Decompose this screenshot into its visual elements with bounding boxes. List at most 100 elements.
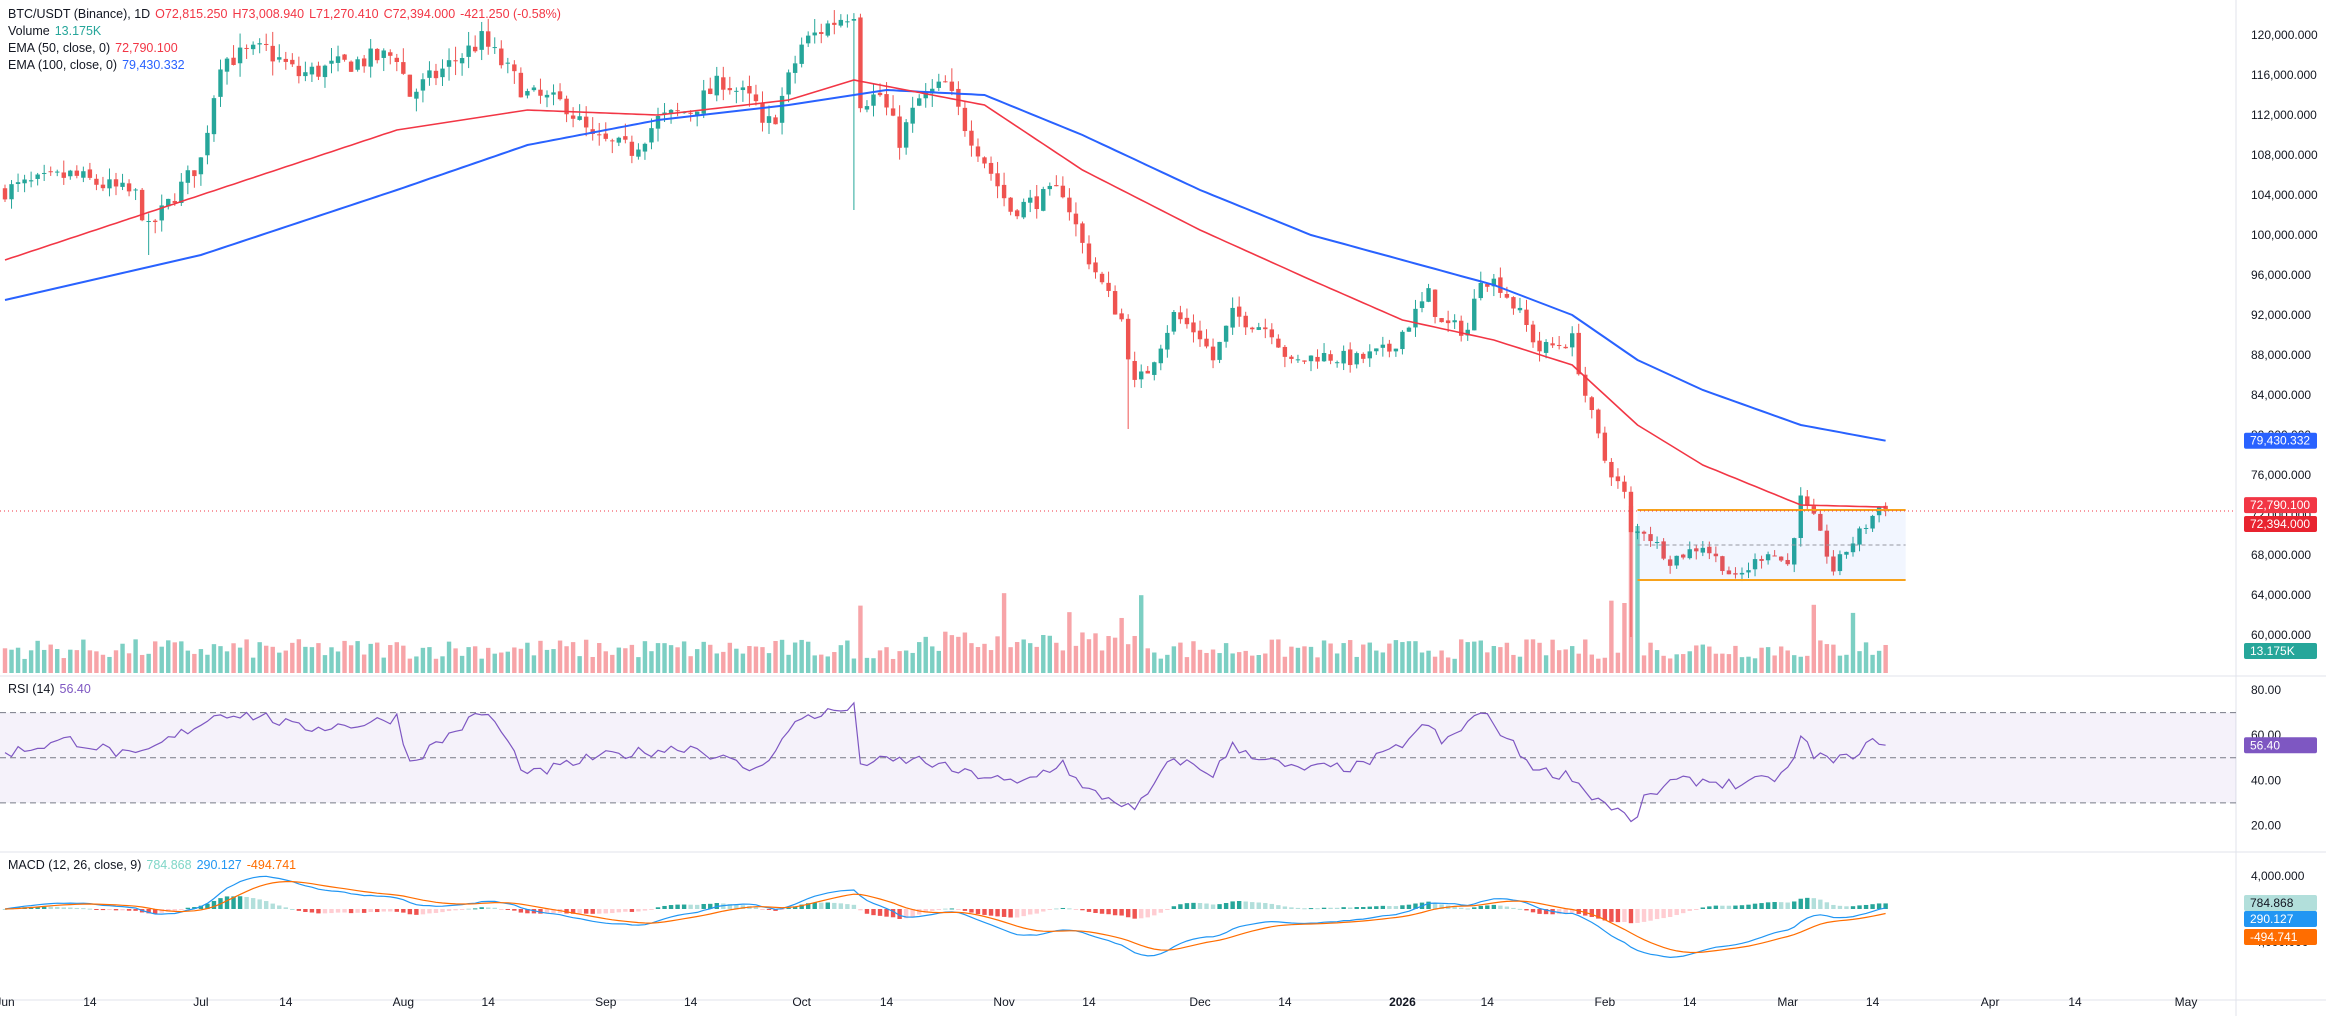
price-tick-label: 116,000.000 [2251, 68, 2317, 82]
volume-bar [1250, 655, 1255, 673]
candle-body [126, 183, 132, 192]
macd-histogram-bar [1086, 909, 1092, 912]
volume-bar [1635, 526, 1640, 673]
candle-body [1746, 570, 1751, 573]
candle-body [355, 59, 360, 70]
volume-bar [237, 647, 243, 673]
macd-legend[interactable]: MACD (12, 26, close, 9) 784.868 290.127 -49… [8, 857, 301, 873]
candle-body [1060, 185, 1066, 198]
candle-body [1511, 297, 1516, 309]
volume-bar [1661, 655, 1666, 673]
symbol-legend[interactable]: BTC/USDT (Binance), 1D O72,815.250 H73,008… [8, 6, 566, 22]
candle-body [1765, 554, 1771, 561]
candle-body [1217, 341, 1222, 360]
volume-bar [1354, 656, 1359, 673]
macd-histogram-bar [264, 901, 269, 909]
volume-bar [394, 642, 399, 673]
candle-body [1615, 476, 1621, 482]
candle-body [753, 94, 759, 102]
time-tick-label: 14 [684, 995, 698, 1009]
volume-bar [440, 656, 445, 673]
macd-histogram-bar [688, 904, 693, 909]
volume-bar [923, 636, 928, 673]
macd-histogram-bar [1230, 901, 1235, 909]
volume-bar [1334, 653, 1340, 673]
candle-body [1099, 273, 1105, 283]
volume-bar [786, 654, 791, 673]
candle-body [1596, 409, 1601, 434]
macd-histogram-bar [55, 906, 60, 909]
candle-body [930, 88, 935, 94]
macd-histogram-bar [995, 909, 1000, 917]
ema100-legend[interactable]: EMA (100, close, 0) 79,430.332 [8, 57, 190, 73]
macd-histogram-bar [1374, 906, 1379, 909]
candle-body [675, 110, 680, 112]
candle-body [303, 72, 308, 77]
volume-bar [1001, 593, 1007, 673]
candle-body [375, 48, 380, 61]
volume-bar [577, 656, 582, 673]
macd-histogram-bar [1733, 905, 1738, 909]
volume-bar [975, 647, 981, 673]
candle-body [492, 47, 497, 49]
volume-legend[interactable]: Volume 13.175K [8, 23, 106, 39]
macd-histogram-bar [1511, 907, 1516, 909]
macd-histogram-bar [642, 909, 648, 911]
macd-histogram-bar [1654, 909, 1660, 920]
macd-histogram-bar [943, 908, 948, 910]
volume-bar [499, 652, 504, 673]
rsi-legend[interactable]: RSI (14) 56.40 [8, 681, 96, 697]
candle-body [819, 32, 824, 34]
candle-body [623, 136, 628, 140]
macd-histogram-bar [1570, 909, 1575, 913]
candle-body [146, 221, 151, 223]
candle-body [1374, 348, 1379, 352]
macd-histogram-bar [1831, 904, 1836, 909]
candle-body [388, 52, 393, 56]
macd-histogram-bar [499, 909, 504, 910]
macd-histogram-bar [355, 909, 360, 913]
volume-bar [903, 650, 909, 673]
volume-bar [544, 649, 550, 673]
macd-histogram-bar [1021, 909, 1026, 917]
candle-body [1622, 481, 1627, 492]
ema50-legend[interactable]: EMA (50, close, 0) 72,790.100 [8, 40, 183, 56]
volume-bar [1367, 642, 1372, 673]
candle-body [361, 58, 367, 67]
candle-body [472, 46, 478, 52]
volume-bar [120, 643, 125, 673]
candle-body [525, 91, 530, 96]
macd-histogram-bar [1857, 905, 1862, 909]
candle-body [1739, 572, 1745, 575]
macd-histogram-bar [427, 909, 432, 914]
candle-body [1387, 343, 1392, 352]
candle-body [94, 178, 99, 185]
candle-body [721, 77, 726, 90]
macd-histogram-bar [1818, 899, 1823, 909]
volume-bar [68, 649, 73, 673]
candle-body [1243, 315, 1248, 328]
volume-bar [838, 645, 844, 673]
candle-body [923, 91, 928, 99]
macd-histogram-bar [1289, 907, 1294, 909]
macd-hist-tag-bg [2244, 895, 2317, 911]
macd-histogram-bar [348, 909, 354, 914]
volume-bar [9, 649, 14, 673]
volume-bar [1099, 650, 1105, 673]
candle-body [81, 171, 86, 178]
symbol-title[interactable]: BTC/USDT (Binance), 1D [8, 7, 151, 21]
volume-bar [28, 650, 34, 673]
volume-bar [969, 643, 974, 673]
macd-histogram-bar [1334, 907, 1340, 909]
candle-body [1289, 356, 1294, 359]
candle-body [1694, 548, 1699, 552]
candle-body [1570, 333, 1575, 348]
macd-histogram-bar [1243, 901, 1248, 909]
candle-body [1726, 570, 1732, 575]
candle-body [446, 60, 452, 67]
macd-histogram-bar [864, 909, 870, 914]
candle-body [1178, 312, 1183, 320]
macd-hist-value: 784.868 [146, 858, 192, 872]
